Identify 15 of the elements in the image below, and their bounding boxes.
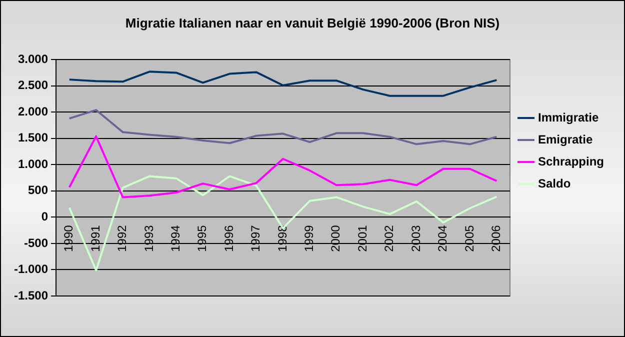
legend-label: Saldo xyxy=(538,176,571,190)
y-tick-label: 2.000 xyxy=(18,104,48,118)
y-tick-label: 1.500 xyxy=(18,130,48,145)
y-tick-label: 2.500 xyxy=(18,78,48,92)
legend-label: Schrapping xyxy=(538,154,604,168)
y-tick-label: 3.000 xyxy=(18,52,48,66)
y-tick-label: -1.000 xyxy=(14,262,48,276)
y-tick-label: 500 xyxy=(28,183,48,198)
legend-label: Emigratie xyxy=(538,132,594,146)
y-tick-label: -1.500 xyxy=(14,288,48,302)
chart-title: Migratie Italianen naar en vanuit België 1990-2006 (Bron NIS) xyxy=(125,15,500,30)
y-tick-label: -500 xyxy=(24,236,48,250)
y-tick-label: 1.000 xyxy=(18,156,48,171)
y-tick-label: 0 xyxy=(41,210,48,224)
legend-label: Immigratie xyxy=(538,110,600,124)
